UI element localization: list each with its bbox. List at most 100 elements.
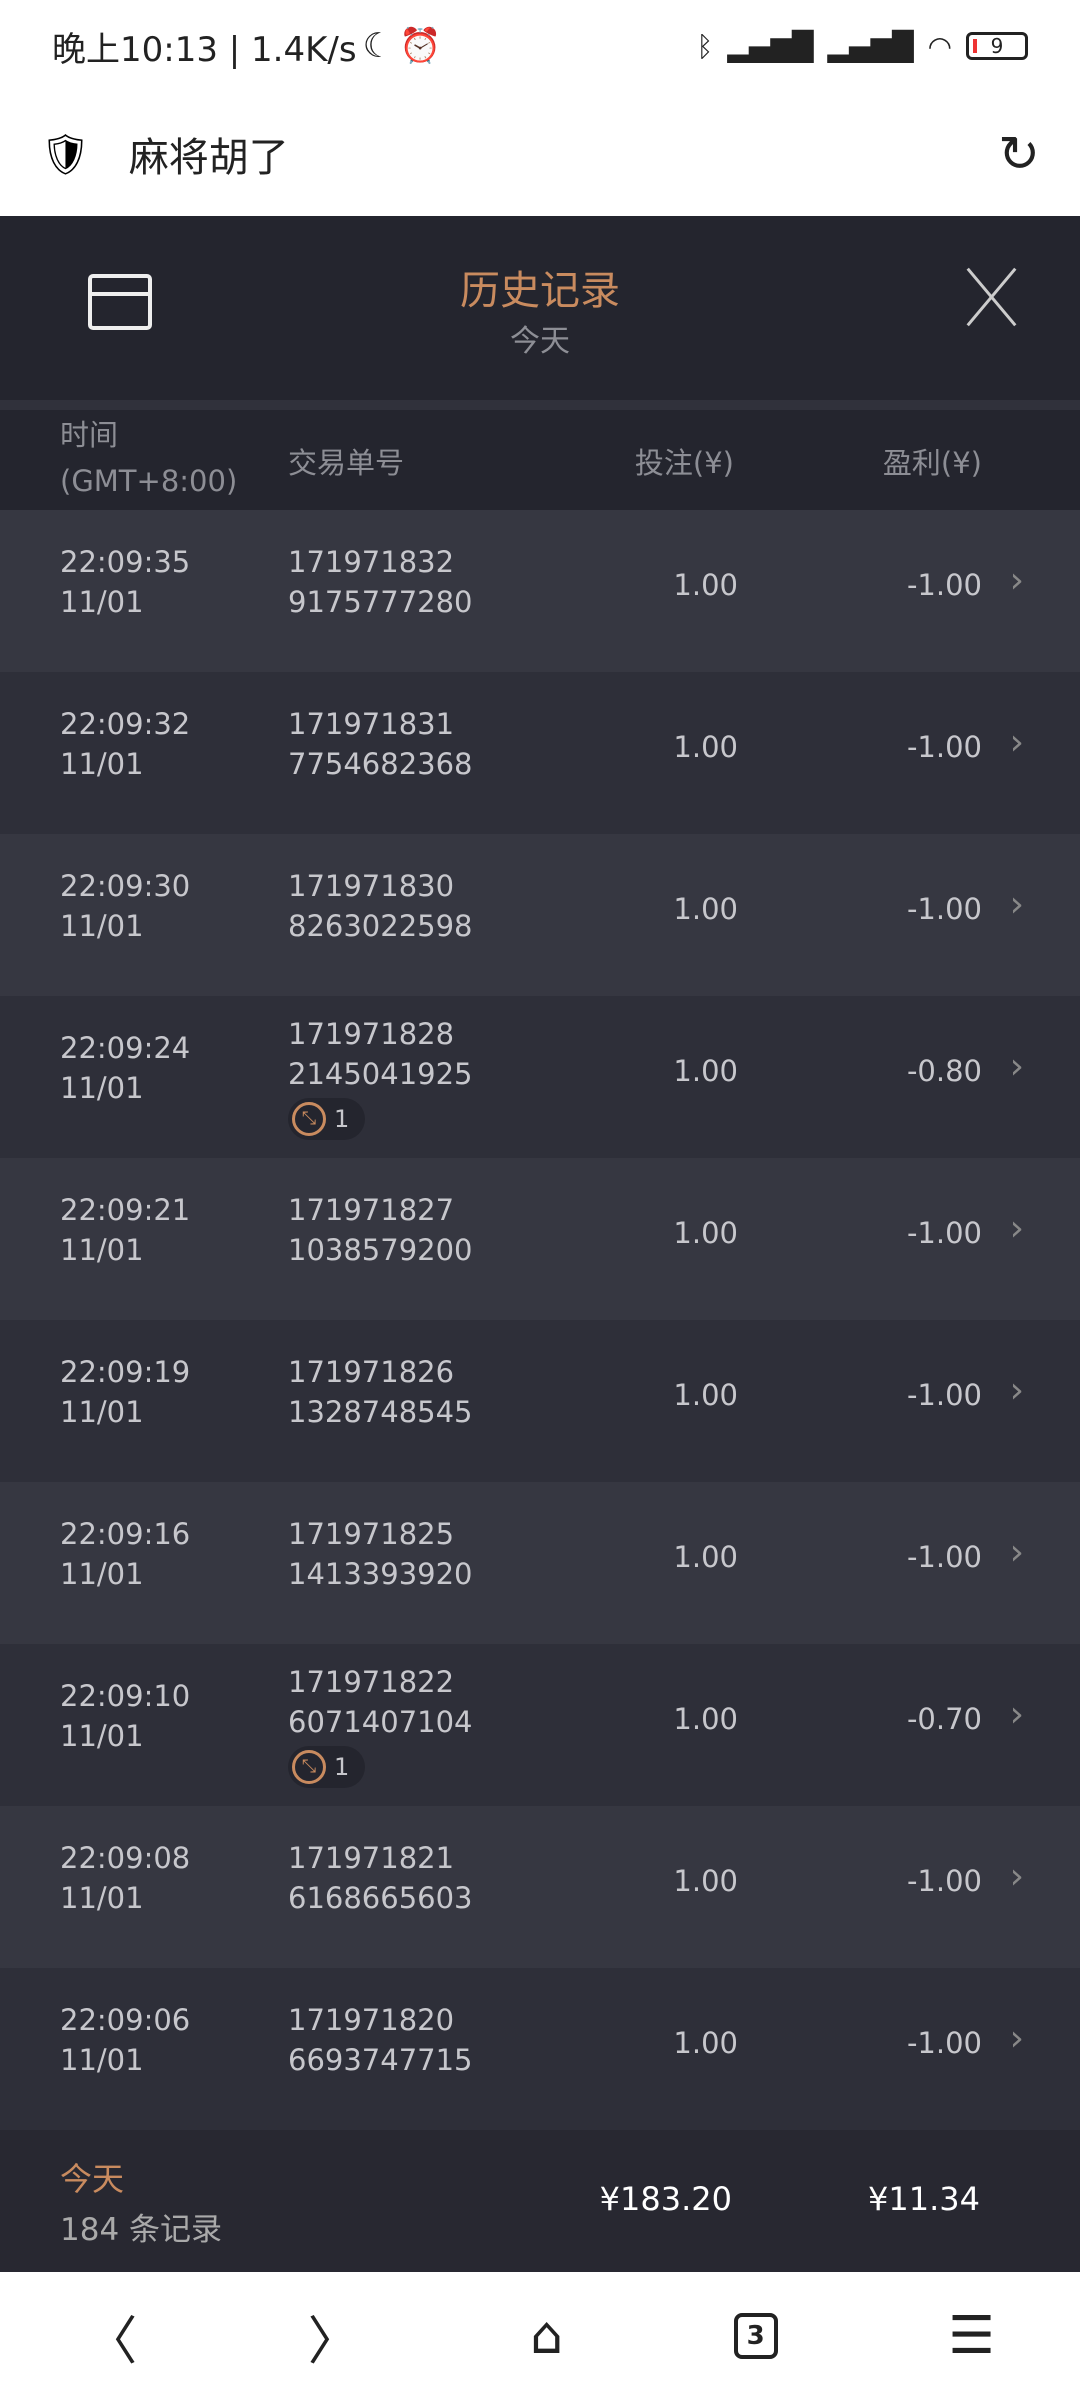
table-row[interactable]: 22:09:35 11/01 171971832 9175777280 1.00 -…: [0, 510, 1080, 672]
row-order-id: 171971827 1038579200: [288, 1190, 473, 1270]
row-bet: 1.00: [673, 730, 738, 764]
column-header: 时间 (GMT+8:00) 交易单号 投注(¥) 盈利(¥): [0, 400, 1080, 510]
alarm-icon: ⏰: [399, 26, 442, 66]
row-bet: 1.00: [673, 1378, 738, 1412]
free-spin-badge: ⤡ 1: [288, 1746, 366, 1788]
shield-check-icon[interactable]: 🛡: [40, 131, 91, 178]
order-id-line2: 1413393920: [288, 1557, 473, 1591]
order-id-line1: 171971826: [288, 1355, 455, 1389]
order-id-line2: 2145041925: [288, 1057, 473, 1091]
table-row[interactable]: 22:09:21 11/01 171971827 1038579200 1.00 -…: [0, 1158, 1080, 1320]
row-profit: -0.70: [906, 1702, 982, 1736]
order-id-line1: 171971832: [288, 545, 455, 579]
browser-nav: 〈 〉 ⌂ 3 ☰: [0, 2272, 1080, 2400]
wifi-icon: ◠: [927, 29, 952, 63]
signal-icon: ▂▄▆█: [727, 29, 814, 63]
row-bet: 1.00: [673, 2026, 738, 2060]
row-profit: -1.00: [906, 1216, 982, 1250]
order-id-line2: 6071407104: [288, 1705, 473, 1739]
row-order-id: 171971828 2145041925 ⤡ 1: [288, 1014, 473, 1140]
chevron-right-icon[interactable]: ›: [1009, 1532, 1024, 1573]
chevron-right-icon[interactable]: ›: [1009, 884, 1024, 925]
row-profit: -1.00: [906, 2026, 982, 2060]
chevron-right-icon[interactable]: ›: [1009, 1370, 1024, 1411]
table-row[interactable]: 22:09:10 11/01 171971822 6071407104 ⤡ 1 1.00…: [0, 1644, 1080, 1806]
order-id-line2: 1038579200: [288, 1233, 473, 1267]
reload-icon[interactable]: ↻: [998, 125, 1040, 183]
table-row[interactable]: 22:09:19 11/01 171971826 1328748545 1.00 -…: [0, 1320, 1080, 1482]
row-date: 11/01: [60, 1881, 144, 1915]
row-order-id: 171971830 8263022598: [288, 866, 473, 946]
row-time-value: 22:09:30: [60, 869, 191, 903]
chevron-right-icon[interactable]: ›: [1009, 1694, 1024, 1735]
order-id-line1: 171971821: [288, 1841, 455, 1875]
forward-icon[interactable]: 〉: [307, 2311, 360, 2372]
row-bet: 1.00: [673, 1054, 738, 1088]
status-bar: 晚上10:13 | 1.4K/s ☾ ⏰ ᛒ ▂▄▆█ ▂▄▆█ ◠ 9: [0, 0, 1080, 92]
row-profit: -0.80: [906, 1054, 982, 1088]
row-bet: 1.00: [673, 1864, 738, 1898]
table-row[interactable]: 22:09:30 11/01 171971830 8263022598 1.00 -…: [0, 834, 1080, 996]
row-order-id: 171971826 1328748545: [288, 1352, 473, 1432]
table-row[interactable]: 22:09:16 11/01 171971825 1413393920 1.00 -…: [0, 1482, 1080, 1644]
row-order-id: 171971821 6168665603: [288, 1838, 473, 1918]
row-date: 11/01: [60, 585, 144, 619]
row-date: 11/01: [60, 1233, 144, 1267]
col-time: 时间: [60, 418, 119, 452]
row-date: 11/01: [60, 747, 144, 781]
row-date: 11/01: [60, 1557, 144, 1591]
close-icon[interactable]: [962, 266, 1022, 326]
history-panel: 历史记录 今天 时间 (GMT+8:00) 交易单号 投注(¥) 盈利(¥) 2…: [0, 216, 1080, 2272]
chevron-right-icon[interactable]: ›: [1009, 1046, 1024, 1087]
row-order-id: 171971831 7754682368: [288, 704, 473, 784]
spin-icon: ⤡: [292, 1102, 326, 1136]
chevron-right-icon[interactable]: ›: [1009, 722, 1024, 763]
row-time-value: 22:09:10: [60, 1679, 191, 1713]
summary-period: 今天: [60, 2160, 125, 2198]
order-id-line1: 171971830: [288, 869, 455, 903]
chevron-right-icon[interactable]: ›: [1009, 1208, 1024, 1249]
order-id-line2: 6168665603: [288, 1881, 473, 1915]
row-date: 11/01: [60, 1071, 144, 1105]
table-row[interactable]: 22:09:08 11/01 171971821 6168665603 1.00 -…: [0, 1806, 1080, 1968]
row-time: 22:09:30 11/01: [60, 866, 190, 946]
tabs-button[interactable]: 3: [733, 2313, 778, 2359]
row-bet: 1.00: [673, 1702, 738, 1736]
row-time-value: 22:09:35: [60, 545, 191, 579]
row-time: 22:09:16 11/01: [60, 1514, 190, 1594]
table-row[interactable]: 22:09:24 11/01 171971828 2145041925 ⤡ 1 1.00…: [0, 996, 1080, 1158]
summary-total-bet: ¥183.20: [599, 2180, 732, 2218]
status-time: 晚上10:13 | 1.4K/s: [52, 29, 357, 70]
row-bet: 1.00: [673, 568, 738, 602]
row-time-value: 22:09:24: [60, 1031, 191, 1065]
row-date: 11/01: [60, 909, 144, 943]
signal-icon-2: ▂▄▆█: [827, 29, 914, 63]
row-time-value: 22:09:06: [60, 2003, 191, 2037]
free-spin-badge: ⤡ 1: [288, 1098, 366, 1140]
row-date: 11/01: [60, 1719, 144, 1753]
chevron-right-icon[interactable]: ›: [1009, 2018, 1024, 2059]
table-row[interactable]: 22:09:32 11/01 171971831 7754682368 1.00 -…: [0, 672, 1080, 834]
row-profit: -1.00: [906, 1378, 982, 1412]
badge-count: 1: [334, 1753, 350, 1781]
menu-icon[interactable]: ☰: [948, 2306, 995, 2366]
row-profit: -1.00: [906, 1540, 982, 1574]
history-title: 历史记录: [460, 268, 620, 314]
summary-count: 184 条记录: [60, 2212, 223, 2248]
row-date: 11/01: [60, 2043, 144, 2077]
row-bet: 1.00: [673, 892, 738, 926]
battery-icon: 9: [966, 32, 1028, 60]
summary-total-profit: ¥11.34: [868, 2180, 980, 2218]
row-time: 22:09:10 11/01: [60, 1676, 190, 1756]
row-profit: -1.00: [906, 892, 982, 926]
badge-count: 1: [334, 1105, 350, 1133]
table-row[interactable]: 22:09:06 11/01 171971820 6693747715 1.00 -…: [0, 1968, 1080, 2130]
back-icon[interactable]: 〈: [85, 2311, 138, 2372]
row-time-value: 22:09:08: [60, 1841, 191, 1875]
home-icon[interactable]: ⌂: [530, 2306, 564, 2366]
row-order-id: 171971825 1413393920: [288, 1514, 473, 1594]
chevron-right-icon[interactable]: ›: [1009, 560, 1024, 601]
calendar-icon[interactable]: [88, 274, 152, 330]
chevron-right-icon[interactable]: ›: [1009, 1856, 1024, 1897]
col-bet: 投注(¥): [634, 446, 734, 480]
